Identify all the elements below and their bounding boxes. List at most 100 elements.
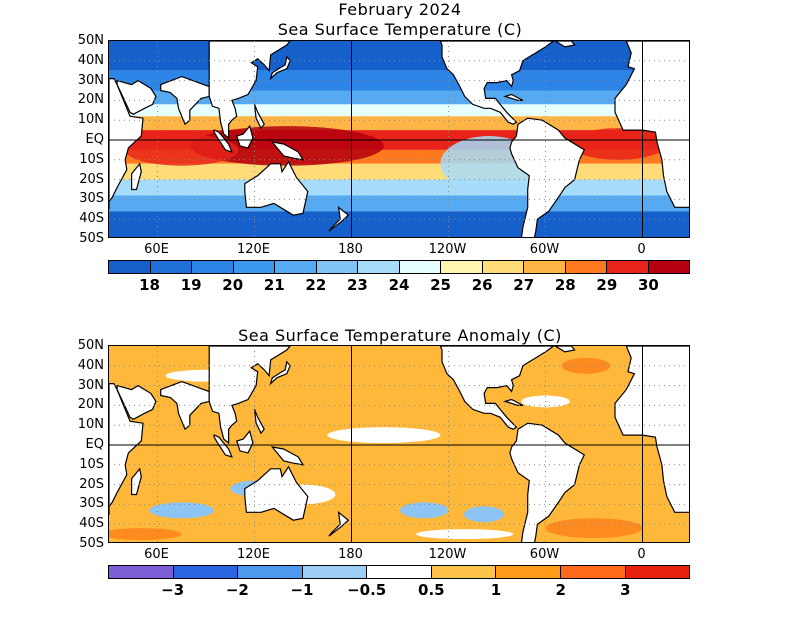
philippines-land [253,104,265,130]
greenland-tip-land [554,346,576,353]
colorbar-label: 27 [513,276,535,294]
lat-label: 50N [77,338,104,353]
colorbar-swatch [560,566,626,578]
colorbar-swatch [524,261,566,273]
colorbar-swatch [316,261,358,273]
lat-label: 40N [77,52,104,68]
sumatra-land [213,129,233,153]
lat-label: 10S [79,456,104,472]
australia-land [244,160,309,216]
lon-label: 120E [236,547,271,562]
lat-label: 40N [77,357,104,373]
colorbar-swatch [607,261,649,273]
borneo-land [235,429,254,454]
se-asia-land [208,41,291,140]
colorbar-label: 24 [388,276,410,294]
lat-label: 30S [79,496,104,512]
sst-map-title: Sea Surface Temperature (C) [277,20,523,39]
lon-label: 60E [144,547,169,562]
lat-label: 40S [79,516,104,532]
colorbar-label: 23 [346,276,368,294]
nz-land [328,510,350,537]
lat-label: 30N [77,377,104,393]
australia-land [244,465,309,521]
colorbar-label: 30 [637,276,659,294]
colorbar-swatch [431,566,497,578]
colorbar-label: 3 [620,581,631,599]
lat-label: 20N [77,397,104,413]
lat-label: 50S [79,536,104,551]
cuba-land [503,398,524,407]
anomaly-map-title: Sea Surface Temperature Anomaly (C) [238,326,562,345]
colorbar-swatch [441,261,483,273]
colorbar-swatch [173,566,239,578]
colorbar-swatch [302,566,368,578]
colorbar-label: −3 [161,581,185,599]
lat-label: 10S [79,151,104,167]
colorbar-label: 19 [180,276,202,294]
s-america-land [509,422,586,542]
n-america-land [439,41,555,125]
colorbar-swatch [238,566,303,578]
lat-label: 50N [77,33,104,48]
borneo-land [235,124,254,149]
colorbar-swatch [109,261,151,273]
new-guinea-land [270,141,305,161]
se-asia-land [208,346,291,445]
lon-label: 120W [428,547,467,562]
lon-label: 120W [428,242,467,257]
cuba-land [503,93,524,102]
colorbar-swatch [150,261,192,273]
colorbar-label: −0.5 [347,581,387,599]
madagascar-land [131,467,142,496]
colorbar-swatch [399,261,441,273]
lon-label: 0 [637,547,646,562]
lat-label: 50S [79,231,104,246]
lon-label: 60W [529,547,560,562]
colorbar-swatch [482,261,524,273]
colorbar-label: −2 [225,581,249,599]
lat-label: 10N [77,112,104,128]
lon-label: 60E [144,242,169,257]
madagascar-land [131,162,142,191]
colorbar-label: 22 [305,276,327,294]
colorbar-label: 2 [555,581,566,599]
colorbar-swatch [192,261,234,273]
colorbar-swatch [358,261,400,273]
lat-label: 20S [79,171,104,187]
lon-label: 0 [637,242,646,257]
colorbar-label: 20 [222,276,244,294]
lat-label: EQ [85,437,104,452]
colorbar-label: 0.5 [418,581,445,599]
colorbar-label: 18 [139,276,160,294]
colorbar-swatch [496,566,561,578]
lat-label: 40S [79,211,104,227]
colorbar-label: 29 [596,276,618,294]
lon-label: 60W [529,242,560,257]
philippines-land [253,409,265,435]
greenland-tip-land [554,41,576,48]
colorbar-swatch [275,261,317,273]
sumatra-land [213,434,233,458]
main-title: February 2024 [338,0,462,19]
colorbar-swatch [109,566,174,578]
lon-label: 180 [338,547,363,562]
colorbar-label: 25 [430,276,451,294]
lat-label: 10N [77,417,104,433]
japan-land [269,55,291,81]
lon-label: 120E [236,242,271,257]
arabia-land [116,384,157,420]
n-america-land [439,346,555,430]
colorbar-label: 28 [554,276,576,294]
colorbar-label: 21 [263,276,285,294]
colorbar-label: 1 [490,581,502,599]
sst-colorbar [108,260,690,274]
lat-label: 20S [79,476,104,492]
lat-label: 30S [79,191,104,207]
colorbar-label: −1 [290,581,314,599]
colorbar-label: 26 [471,276,493,294]
lat-label: 30N [77,72,104,88]
colorbar-swatch [233,261,275,273]
lat-label: 20N [77,92,104,108]
colorbar-swatch [367,566,432,578]
